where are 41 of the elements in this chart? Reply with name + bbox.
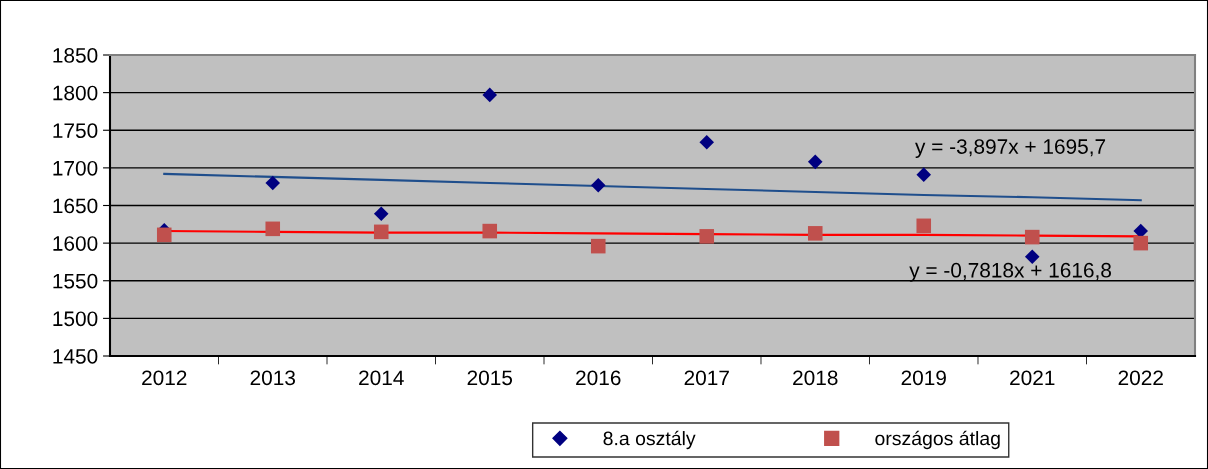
point [916, 218, 932, 234]
y-tick-label: 1450 [53, 349, 98, 364]
point [590, 177, 606, 193]
point [265, 221, 281, 237]
point [1024, 249, 1040, 264]
x-tick-label: 2019 [901, 370, 946, 386]
line-series [163, 172, 1142, 202]
point [916, 167, 932, 182]
point [699, 229, 715, 244]
x-tick-label: 2015 [467, 370, 513, 386]
x-tick-label: 2013 [250, 370, 296, 386]
point [373, 206, 389, 222]
y-tick-label: 1700 [53, 160, 98, 176]
x-tick-label: 2016 [576, 370, 621, 386]
point [482, 223, 498, 239]
x-tick-label: 2022 [1118, 370, 1163, 386]
point [156, 227, 172, 243]
y-tick-label: 1650 [53, 198, 98, 214]
x-tick-label: 2017 [684, 370, 729, 386]
point [590, 238, 606, 254]
y-tick-label: 1750 [53, 123, 98, 138]
x-tick-label: 2021 [1010, 370, 1055, 386]
point [1133, 235, 1149, 251]
annotation: y = -3,897x + 1695,7 [915, 139, 1106, 159]
x-tick-label: 2014 [359, 370, 404, 386]
point [807, 226, 823, 241]
point [699, 135, 715, 150]
y-tick-label: 1800 [53, 85, 98, 101]
y-tick-label: 1500 [53, 311, 98, 327]
y-tick-label: 1550 [53, 273, 98, 289]
y-tick-label: 1850 [53, 48, 98, 63]
point [373, 224, 389, 240]
point [265, 175, 281, 191]
y-tick-label: 1600 [53, 236, 98, 251]
point [482, 87, 498, 103]
x-tick-label: 2018 [793, 370, 838, 386]
legend-label: országos átlag [875, 430, 1000, 450]
x-tick-label: 2012 [142, 370, 187, 386]
point [807, 154, 823, 170]
legend-label: 8.a osztály [603, 430, 696, 450]
point [1024, 229, 1040, 245]
